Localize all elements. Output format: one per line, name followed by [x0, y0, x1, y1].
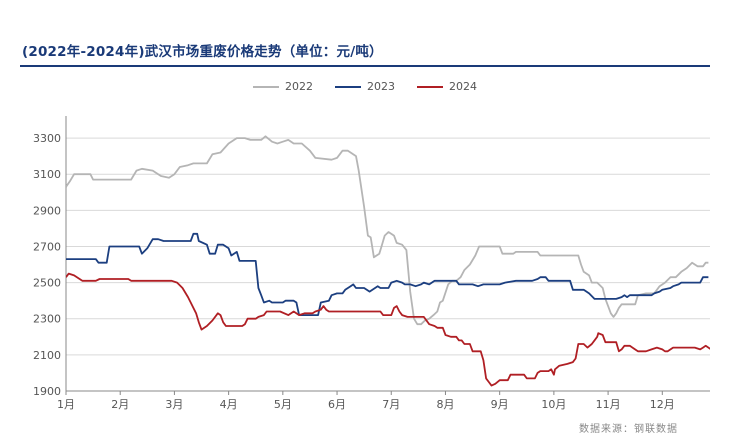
x-tick-label-10: 10月 — [541, 398, 566, 411]
y-tick-label-2500: 2500 — [33, 277, 61, 290]
y-tick-label-3300: 3300 — [33, 132, 61, 145]
x-tick-label-8: 8月 — [436, 398, 454, 411]
x-tick-label-11: 11月 — [596, 398, 621, 411]
x-tick-label-7: 7月 — [382, 398, 400, 411]
legend-label-2022: 2022 — [285, 80, 313, 93]
legend-label-2024: 2024 — [449, 80, 477, 93]
x-tick-label-12: 12月 — [650, 398, 675, 411]
series-line-2022 — [66, 135, 709, 326]
series-line-2023 — [66, 232, 709, 316]
y-tick-label-2100: 2100 — [33, 349, 61, 362]
y-tick-label-2900: 2900 — [33, 204, 61, 217]
y-tick-label-2700: 2700 — [33, 240, 61, 253]
legend-item-2024[interactable]: 2024 — [417, 80, 477, 93]
title-underline — [20, 65, 710, 67]
x-tick-label-6: 6月 — [328, 398, 346, 411]
x-tick-label-2: 2月 — [111, 398, 129, 411]
chart-title: (2022年-2024年)武汉市场重废价格走势（单位：元/吨） — [22, 44, 383, 60]
x-tick-label-4: 4月 — [220, 398, 238, 411]
chart-legend: 2022 2023 2024 — [0, 80, 730, 93]
x-tick-label-9: 9月 — [491, 398, 509, 411]
data-source: 数据来源：钢联数据 — [579, 424, 678, 435]
y-tick-label-2300: 2300 — [33, 313, 61, 326]
x-tick-label-3: 3月 — [165, 398, 183, 411]
x-tick-label-5: 5月 — [274, 398, 292, 411]
legend-item-2022[interactable]: 2022 — [253, 80, 313, 93]
legend-swatch-2023 — [335, 85, 361, 88]
x-tick-label-1: 1月 — [57, 398, 75, 411]
series-line-2024 — [66, 272, 710, 387]
y-tick-label-1900: 1900 — [33, 385, 61, 398]
legend-swatch-2022 — [253, 85, 279, 88]
legend-item-2023[interactable]: 2023 — [335, 80, 395, 93]
y-tick-label-3100: 3100 — [33, 168, 61, 181]
legend-label-2023: 2023 — [367, 80, 395, 93]
legend-swatch-2024 — [417, 85, 443, 88]
